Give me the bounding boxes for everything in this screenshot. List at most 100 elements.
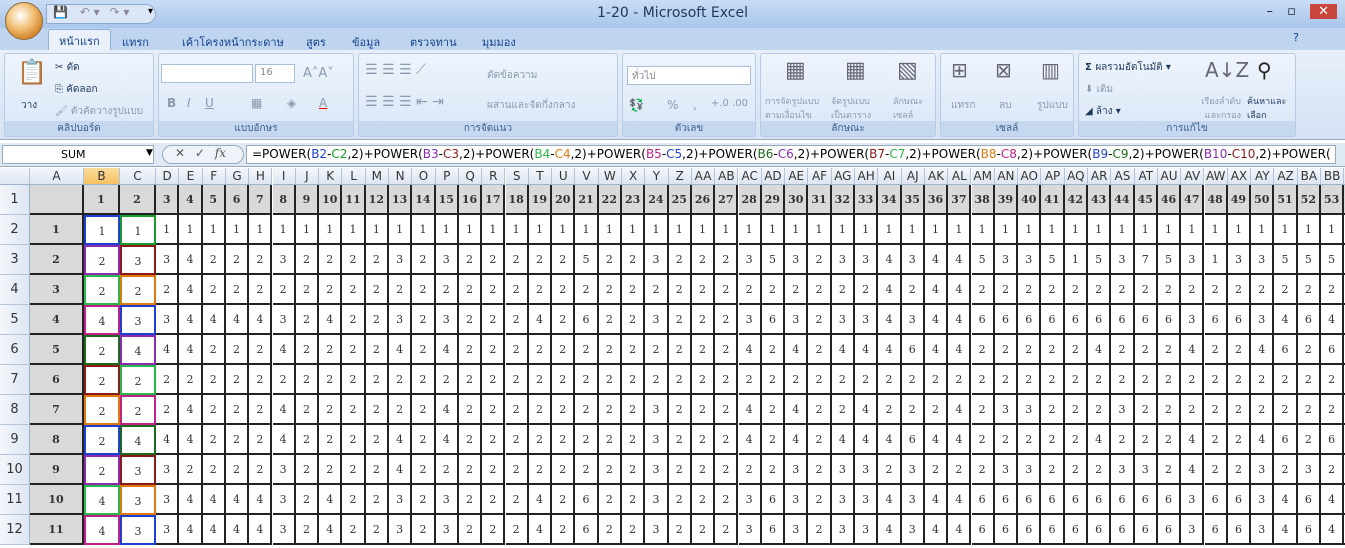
data-cell[interactable]: 6 — [1157, 305, 1182, 335]
column-header-W[interactable]: W — [598, 168, 622, 185]
data-cell[interactable]: 2 — [342, 245, 366, 275]
data-cell[interactable]: 1 — [120, 215, 156, 245]
data-cell[interactable]: 2 — [84, 395, 120, 425]
data-cell[interactable]: 6 — [761, 515, 786, 545]
data-cell[interactable]: 3 — [1181, 485, 1205, 515]
header-cell[interactable]: 28 — [738, 185, 762, 215]
column-header-AP[interactable]: AP — [1041, 168, 1065, 185]
data-cell[interactable]: 3 — [901, 245, 925, 275]
data-cell[interactable]: 2 — [365, 335, 389, 365]
header-cell[interactable]: 9 — [295, 185, 320, 215]
data-cell[interactable]: 2 — [225, 275, 250, 305]
header-cell[interactable]: 27 — [715, 185, 739, 215]
data-cell[interactable]: 4 — [179, 305, 203, 335]
row-label-cell[interactable]: 3 — [30, 275, 84, 305]
data-cell[interactable]: 3 — [645, 455, 669, 485]
data-cell[interactable]: 2 — [505, 485, 529, 515]
data-cell[interactable]: 3 — [435, 305, 459, 335]
tab-review[interactable]: ตรวจทาน — [410, 36, 457, 49]
header-cell[interactable]: 8 — [272, 185, 296, 215]
data-cell[interactable]: 2 — [1018, 275, 1042, 305]
data-cell[interactable]: 4 — [435, 425, 459, 455]
data-cell[interactable]: 2 — [761, 275, 786, 305]
data-cell[interactable]: 4 — [924, 425, 949, 455]
data-cell[interactable]: 2 — [668, 455, 692, 485]
data-cell[interactable]: 2 — [598, 365, 622, 395]
data-cell[interactable]: 2 — [1088, 365, 1112, 395]
data-cell[interactable]: 3 — [156, 455, 180, 485]
data-cell[interactable]: 3 — [901, 515, 925, 545]
data-cell[interactable]: 2 — [691, 305, 716, 335]
data-cell[interactable]: 2 — [1227, 455, 1252, 485]
data-cell[interactable]: 6 — [1018, 515, 1042, 545]
undo-button[interactable]: ↶ ▾ — [79, 5, 100, 19]
data-cell[interactable]: 2 — [342, 455, 366, 485]
data-cell[interactable]: 2 — [575, 275, 599, 305]
data-cell[interactable]: 6 — [971, 305, 995, 335]
data-cell[interactable]: 3 — [831, 305, 855, 335]
data-cell[interactable]: 4 — [1088, 335, 1112, 365]
data-cell[interactable]: 2 — [295, 335, 320, 365]
data-cell[interactable]: 4 — [855, 425, 879, 455]
formula-input[interactable]: =POWER(B2-C2,2)+POWER(B3-C3,2)+POWER(B4-… — [246, 145, 1336, 164]
data-cell[interactable]: 3 — [994, 245, 1019, 275]
data-cell[interactable]: 4 — [435, 335, 459, 365]
data-cell[interactable]: 4 — [1181, 425, 1205, 455]
header-cell[interactable]: 49 — [1227, 185, 1252, 215]
data-cell[interactable]: 2 — [412, 395, 436, 425]
data-cell[interactable]: 4 — [1181, 455, 1205, 485]
data-cell[interactable]: 6 — [1227, 515, 1252, 545]
data-cell[interactable]: 2 — [715, 245, 739, 275]
data-cell[interactable]: 6 — [994, 485, 1019, 515]
column-header-AW[interactable]: AW — [1204, 168, 1228, 185]
data-cell[interactable]: 2 — [342, 515, 366, 545]
header-cell[interactable]: 25 — [668, 185, 692, 215]
data-cell[interactable]: 2 — [598, 515, 622, 545]
data-cell[interactable]: 2 — [482, 455, 506, 485]
tab-page-layout[interactable]: เค้าโครงหน้ากระดาษ — [182, 36, 284, 49]
data-cell[interactable]: 4 — [878, 275, 902, 305]
insert-function-button[interactable]: fx — [214, 146, 226, 160]
data-cell[interactable]: 2 — [1088, 275, 1112, 305]
row-header-10[interactable]: 10 — [0, 455, 30, 485]
row-header-5[interactable]: 5 — [0, 305, 30, 335]
paste-button[interactable]: วาง — [21, 100, 38, 111]
data-cell[interactable]: 6 — [1064, 305, 1088, 335]
data-cell[interactable]: 3 — [785, 455, 809, 485]
row-label-cell[interactable]: 6 — [30, 365, 84, 395]
data-cell[interactable]: 3 — [1251, 245, 1275, 275]
data-cell[interactable]: 4 — [249, 515, 273, 545]
column-header-P[interactable]: P — [435, 168, 459, 185]
data-cell[interactable]: 2 — [691, 365, 716, 395]
data-cell[interactable]: 4 — [948, 425, 972, 455]
data-cell[interactable]: 4 — [528, 485, 553, 515]
data-cell[interactable]: 2 — [878, 365, 902, 395]
data-cell[interactable]: 2 — [342, 485, 366, 515]
column-header-R[interactable]: R — [482, 168, 506, 185]
align-top-icons[interactable]: ☰ ☰ ☰ ⟋ — [365, 62, 426, 78]
data-cell[interactable]: 4 — [202, 515, 226, 545]
data-cell[interactable]: 4 — [785, 395, 809, 425]
column-header-Z[interactable]: Z — [668, 168, 692, 185]
data-cell[interactable]: 2 — [808, 245, 832, 275]
data-cell[interactable]: 4 — [948, 245, 972, 275]
data-cell[interactable]: 2 — [1181, 395, 1205, 425]
corner-cell[interactable] — [30, 185, 84, 215]
redo-button[interactable]: ↷ ▾ — [109, 5, 130, 19]
data-cell[interactable]: 2 — [1157, 365, 1182, 395]
data-cell[interactable]: 1 — [552, 215, 576, 245]
header-cell[interactable]: 38 — [971, 185, 995, 215]
data-cell[interactable]: 4 — [389, 455, 413, 485]
data-cell[interactable]: 2 — [505, 425, 529, 455]
data-cell[interactable]: 3 — [389, 515, 413, 545]
header-cell[interactable]: 41 — [1041, 185, 1065, 215]
data-cell[interactable]: 4 — [1251, 425, 1275, 455]
header-cell[interactable]: 42 — [1064, 185, 1088, 215]
data-cell[interactable]: 1 — [365, 215, 389, 245]
data-cell[interactable]: 4 — [179, 395, 203, 425]
data-cell[interactable]: 2 — [552, 335, 576, 365]
data-cell[interactable]: 2 — [924, 365, 949, 395]
data-cell[interactable]: 2 — [855, 365, 879, 395]
data-cell[interactable]: 2 — [761, 425, 786, 455]
data-cell[interactable]: 6 — [1111, 515, 1135, 545]
